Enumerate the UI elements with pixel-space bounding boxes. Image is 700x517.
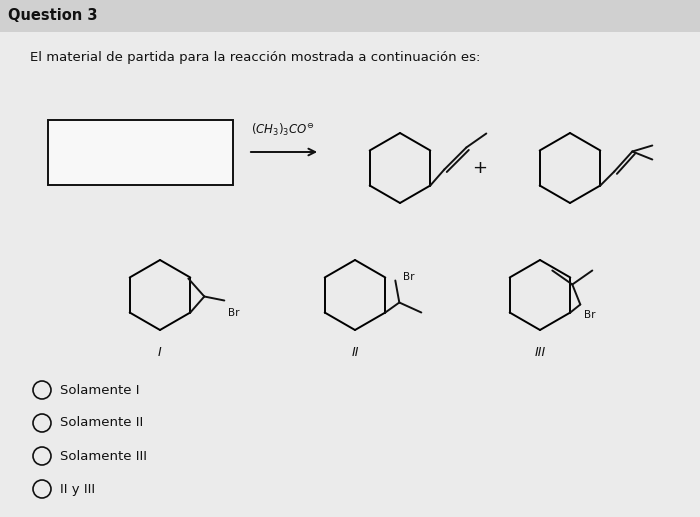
Text: Br: Br	[228, 309, 240, 318]
Text: $(CH_3)_3CO^{\ominus}$: $(CH_3)_3CO^{\ominus}$	[251, 121, 315, 138]
Text: Solamente II: Solamente II	[60, 417, 144, 430]
Text: I: I	[158, 346, 162, 359]
Bar	[48, 120, 233, 185]
Text: Br: Br	[584, 311, 596, 321]
Text: +: +	[473, 159, 487, 177]
Text: Solamente I: Solamente I	[60, 384, 139, 397]
Text: II: II	[351, 346, 358, 359]
Text: Question 3: Question 3	[8, 8, 97, 23]
Text: III: III	[534, 346, 545, 359]
Text: Solamente III: Solamente III	[60, 449, 147, 463]
Bar	[0, 0, 700, 32]
Text: II y III: II y III	[60, 482, 95, 495]
Text: El material de partida para la reacción mostrada a continuación es:: El material de partida para la reacción …	[30, 52, 480, 65]
Text: Br: Br	[403, 272, 415, 282]
